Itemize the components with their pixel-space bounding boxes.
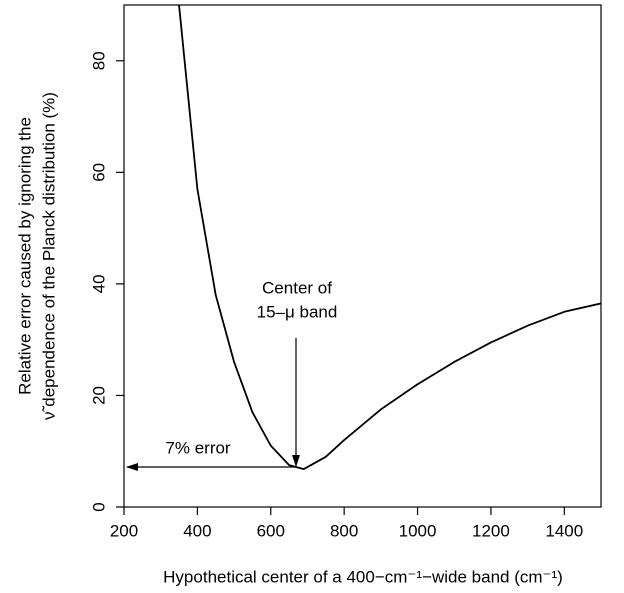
x-tick-label: 1400 [545, 521, 583, 540]
y-axis-label: ν̃ dependence of the Planck distribution… [39, 92, 58, 420]
data-line [178, 5, 601, 470]
y-tick-label: 0 [89, 502, 108, 511]
y-axis-label: Relative error caused by ignoring the [15, 117, 34, 395]
x-tick-label: 1000 [399, 521, 437, 540]
annotation: 7% error [165, 438, 231, 457]
annotation: 15–μ band [257, 302, 338, 321]
x-tick-label: 600 [257, 521, 285, 540]
x-tick-label: 400 [183, 521, 211, 540]
x-tick-label: 1200 [472, 521, 510, 540]
y-tick-label: 80 [89, 51, 108, 70]
annotation: Center of [262, 278, 332, 297]
y-tick-label: 40 [89, 274, 108, 293]
plot-frame [123, 4, 602, 508]
x-tick-label: 800 [330, 521, 358, 540]
y-tick-label: 20 [89, 386, 108, 405]
x-tick-label: 200 [110, 521, 138, 540]
y-tick-label: 60 [89, 163, 108, 182]
x-axis-label: Hypothetical center of a 400−cm⁻¹−wide b… [163, 567, 563, 586]
